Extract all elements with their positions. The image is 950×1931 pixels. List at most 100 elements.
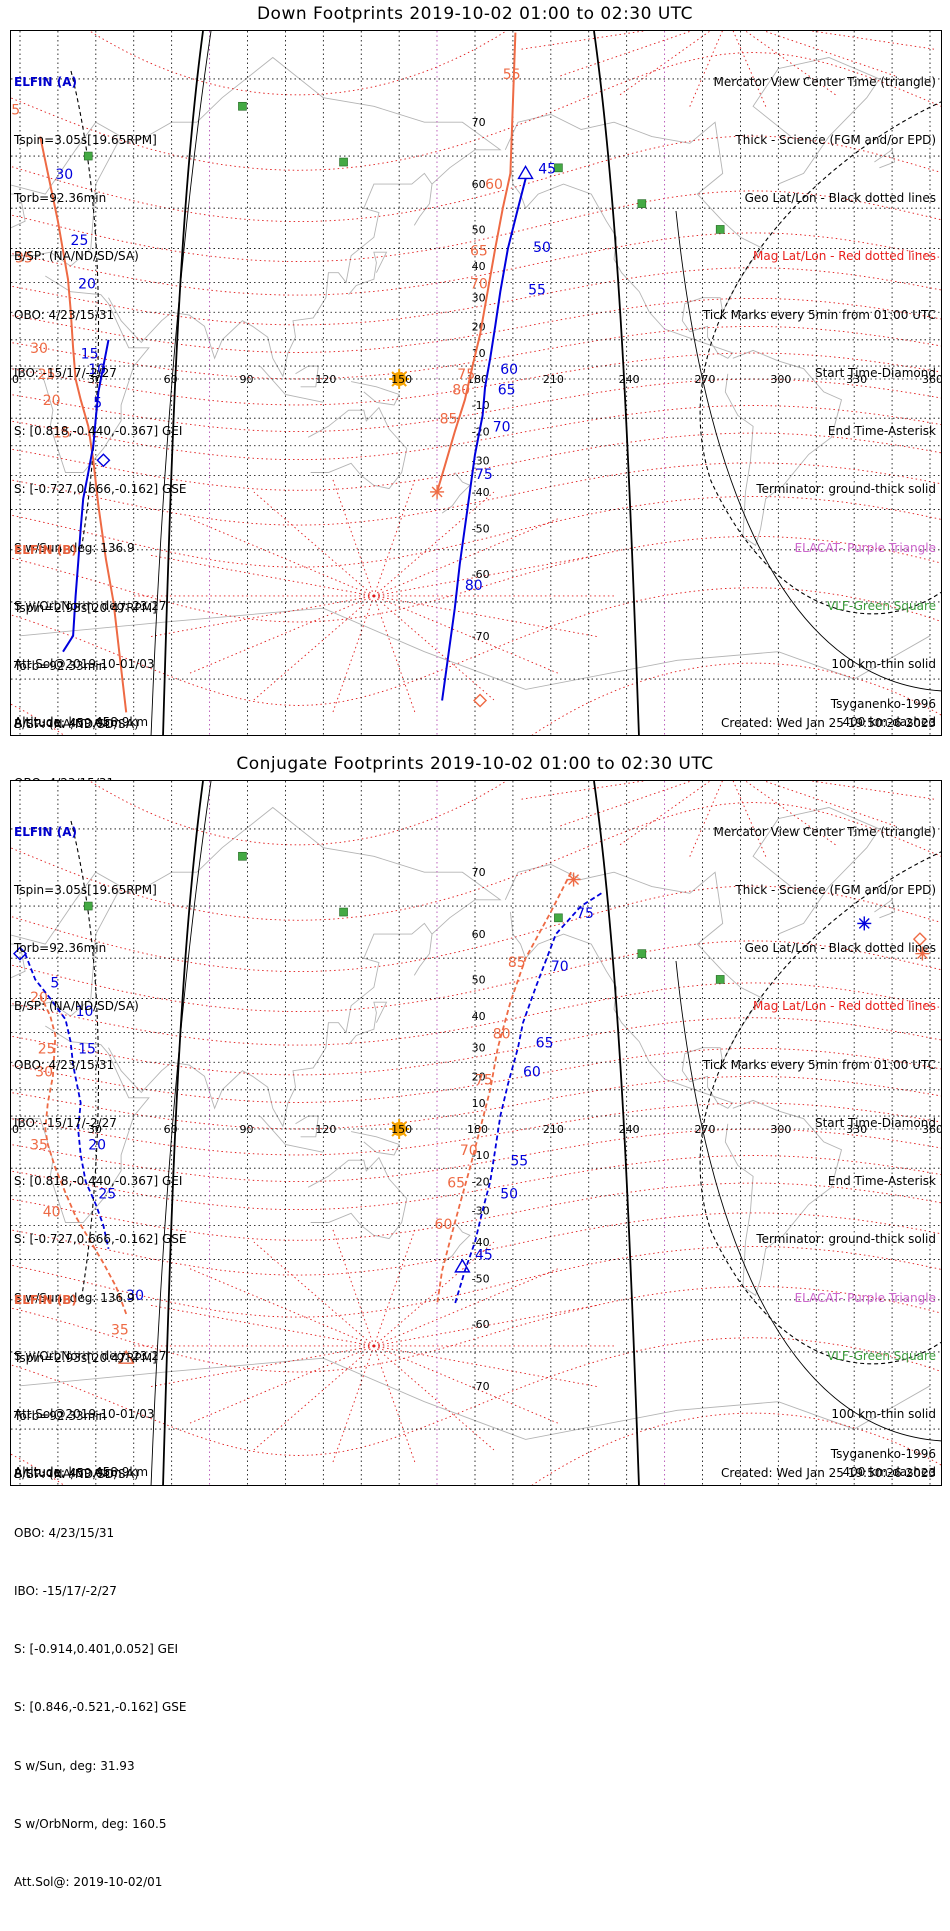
elfin-a-track-time-label: 50 — [500, 1187, 518, 1203]
lon-label-60: 60 — [164, 1123, 178, 1136]
elfin-b-track-time-label: 60 — [485, 177, 503, 193]
elfin-a-s-orbnorm: S w/OrbNorm, deg: 23.27 — [14, 1348, 167, 1363]
mag-parallel-80 — [88, 781, 508, 846]
start-diamond-icon — [96, 453, 111, 468]
legend-mercator: Mercator View Center Time (triangle) — [713, 824, 936, 839]
mag-parallel-30 — [11, 1017, 941, 1076]
elfin-a-track-time-label: 15 — [81, 346, 99, 362]
coastline-2 — [348, 1001, 388, 1045]
mag-parallel--50 — [11, 496, 941, 568]
legend-start: Start Time-Diamond — [814, 1115, 936, 1130]
asterisk-stroke — [916, 948, 928, 960]
lon-label-210: 210 — [543, 1123, 564, 1136]
elfin-a-s-sun: S w/Sun, deg: 136.9 — [14, 1290, 135, 1305]
mag-meridian-s-320 — [373, 518, 558, 597]
coastline-6 — [351, 1131, 400, 1156]
down-map: 0 30 60 90 120 150 180 210 240 270 300 330 360 70 60 50… — [11, 31, 941, 735]
down-panel-title: Down Footprints 2019-10-02 01:00 to 02:3… — [256, 4, 694, 24]
elfin-b-obo: OBO: 4/23/15/31 — [14, 1525, 115, 1540]
lat-label--10: -10 — [472, 399, 490, 412]
elfin-b-bsp: B/SP: (NA/ND/SD/SA) — [14, 717, 139, 732]
created-label: Created: Wed Jan 25 19:50:26 2023 — [721, 1466, 936, 1480]
start-diamond-icon — [912, 932, 927, 947]
legend-400km: 400 km-dashed — [842, 1465, 936, 1480]
coastline-9 — [504, 113, 764, 359]
lon-label-270: 270 — [695, 1123, 716, 1136]
mag-meridian-n-20 — [809, 31, 935, 50]
coastline-1 — [108, 806, 502, 1128]
elfin-a-s-gei: S: [0.818,-0.440,-0.367] GEI — [14, 1174, 183, 1189]
elfin-b-s-sun: S w/Sun, deg: 31.93 — [14, 1758, 135, 1773]
elfin-a-name: ELFIN (A) — [14, 74, 77, 89]
lon-label-30: 30 — [88, 373, 102, 386]
legend-vlf: VLF-Green Square — [827, 598, 936, 613]
mag-parallel-30 — [11, 267, 941, 326]
coastline-9 — [504, 863, 764, 1109]
lat-label-20: 20 — [472, 320, 486, 333]
elfin-a-track-time-label: 75 — [475, 467, 493, 483]
sun-icon — [389, 1119, 410, 1139]
asterisk-stroke — [858, 917, 870, 929]
coastline-11 — [724, 1099, 843, 1297]
elfin-b-tspin: Tspin=2.93s[20.47RPM] — [14, 1351, 157, 1366]
legend-end: End Time-Asterisk — [827, 1174, 936, 1189]
terminator-100km-left — [150, 31, 212, 735]
elfin-a-track-time-label: 65 — [498, 383, 516, 399]
elfin-a-s-sun: S w/Sun, deg: 136.9 — [14, 540, 135, 555]
lat-label-60: 60 — [472, 178, 486, 191]
coastline-8 — [441, 1222, 471, 1264]
lon-label-90: 90 — [240, 373, 254, 386]
terminator-ground-left — [162, 781, 204, 1485]
vlf-square-icon — [637, 199, 647, 208]
elfin-a-altitude: Altitude, km: 458.9km — [14, 715, 149, 730]
legend-start: Start Time-Diamond — [814, 365, 936, 380]
coastlines — [11, 56, 931, 690]
vlf-stations — [83, 851, 725, 984]
elfin-a-track-time-label: 55 — [528, 283, 546, 299]
mag-parallel-50 — [11, 190, 941, 262]
model-label: Tsyganenko-1996 — [830, 1447, 936, 1461]
elfin-a-track-time-label: 70 — [493, 420, 511, 436]
elfin-a-track-time-label: 65 — [536, 1036, 554, 1052]
lat-label--40: -40 — [472, 486, 490, 499]
mag-meridian-s-100 — [331, 595, 375, 715]
vlf-square-icon — [554, 163, 563, 173]
elfin-b-track-time-label: 55 — [503, 67, 521, 83]
end-asterisk-icon — [915, 946, 930, 961]
lat-label--60: -60 — [472, 568, 490, 581]
elfin-b-attsol: Att.Sol@: 2019-10-02/01 — [14, 1875, 163, 1889]
center-triangle-icon — [454, 1258, 471, 1273]
legend-ticks: Tick Marks every 5min from 01:00 UTC — [702, 1057, 936, 1072]
conjugate-map: 0 30 60 90 120 150 180 210 240 270 300 330 360 70 60 50… — [11, 781, 941, 1485]
elfin-b-torb: Torb=92.33min — [14, 659, 107, 674]
terminators — [70, 31, 941, 735]
mag-meridian-s-40 — [373, 1345, 558, 1424]
lat-label-10: 10 — [472, 1097, 486, 1110]
coastline-10 — [752, 57, 881, 185]
down-elfin-a-info: ELFIN (A) Tspin=3.05s[19.65RPM] Torb=92.… — [14, 34, 187, 771]
elfin-a-ibo: IBO: -15/17/-2/27 — [14, 365, 117, 380]
elfin-a-s-orbnorm: S w/OrbNorm, deg: 23.27 — [14, 598, 167, 613]
elfin-a-track-segment-1 — [453, 892, 602, 1305]
terminator-100km-right — [675, 210, 941, 692]
elfin-b-track-time-label: 15 — [53, 425, 71, 441]
legend-100km: 100 km-thin solid — [831, 657, 936, 671]
elfin-b-s-orbnorm: S w/OrbNorm, deg: 160.5 — [14, 1816, 167, 1831]
elfin-b-torb: Torb=92.33min — [14, 1409, 107, 1424]
mag-parallel--40 — [11, 1212, 941, 1276]
elfin-a-track-segment-0 — [62, 339, 110, 653]
lon-label-150: 150 — [391, 373, 412, 386]
mag-parallel--20 — [11, 405, 941, 461]
terminator-ground-left — [162, 31, 204, 735]
lat-label-30: 30 — [472, 1042, 486, 1055]
terminator-400km-right — [699, 101, 941, 615]
legend-mag: Mag Lat/Lon - Red dotted lines — [752, 249, 936, 264]
terminator-400km-left — [70, 70, 100, 552]
coastline-7 — [307, 1156, 408, 1240]
elfin-a-track-time-label: 70 — [551, 959, 569, 975]
mag-meridian-s-80 — [373, 595, 416, 715]
terminator-400km-left — [70, 820, 100, 1302]
start-diamond-icon — [473, 693, 488, 708]
coastline-6 — [351, 381, 400, 406]
mag-parallel--40 — [11, 462, 941, 526]
